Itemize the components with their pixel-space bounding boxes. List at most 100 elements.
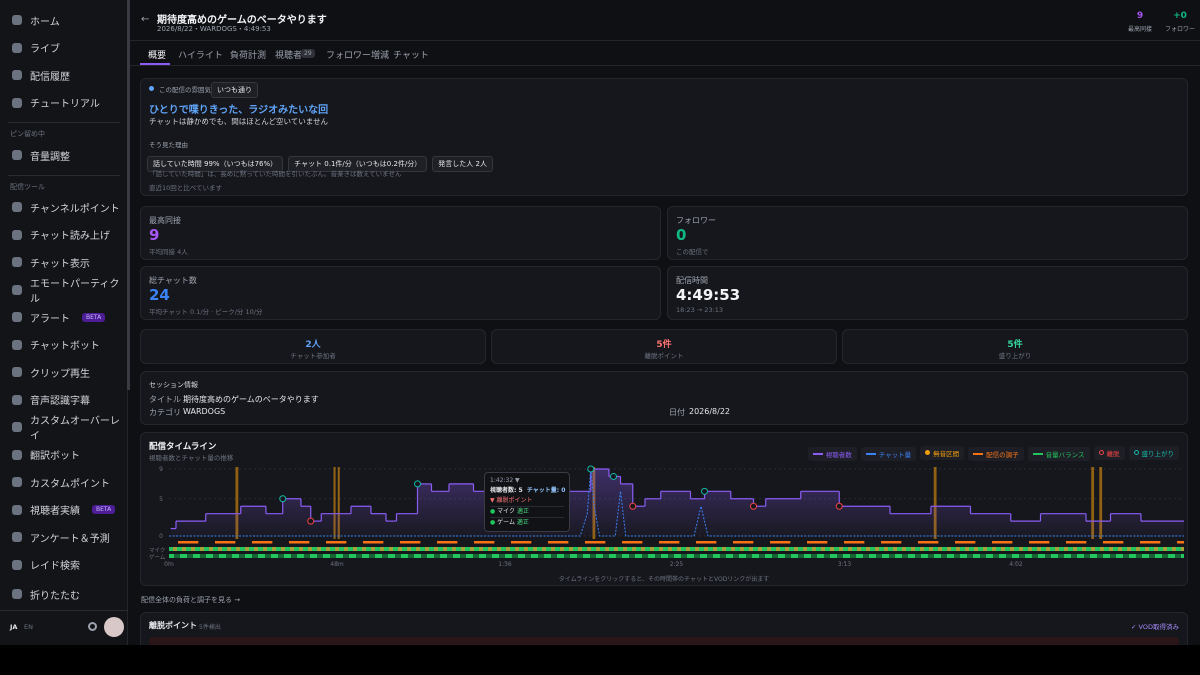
load-link[interactable]: 配信全体の負荷と調子を見る → (141, 596, 241, 604)
silence-band (1099, 467, 1103, 539)
nav-item[interactable]: アンケート＆予測 (12, 529, 110, 545)
stat-label: 最高同接 (149, 216, 181, 225)
summary-value: 2人 (305, 340, 321, 350)
session-card: セッション情報 タイトル 期待度高めのゲームのベータやります カテゴリ WARD… (140, 371, 1188, 425)
nav-item[interactable]: クリップ再生 (12, 364, 90, 380)
reason-chip: 発言した人 2人 (432, 156, 493, 172)
nav-item[interactable]: カスタムオーバーレイ (12, 416, 127, 442)
legend-label: 音量バランス (1045, 451, 1085, 459)
app: ホーム ライブ 配信履歴 チュートリアル ピン留め中 音量調整 配信ツール チャンネルポイント… (0, 0, 1200, 645)
tab[interactable]: 視聴者 (275, 51, 303, 61)
divider (0, 610, 128, 611)
nav-label: 配信履歴 (30, 71, 70, 83)
summary-value: 5件 (1007, 340, 1023, 350)
chart-subtitle: 視聴者数とチャット量の推移 (149, 454, 234, 462)
nav-item[interactable]: 配信履歴 (12, 67, 70, 83)
stat-value: 0 (676, 226, 687, 244)
nav-item[interactable]: 音量調整 (12, 147, 70, 163)
legend-item: 視聴者数 (807, 447, 857, 461)
header-stat-value: +0 (1173, 11, 1187, 21)
mood-note: 「話していた時間」は、長めに黙っていた時間を引いたぶん。音楽きは数えていません (149, 170, 402, 178)
nav-item[interactable]: チャット読み上げ (12, 227, 110, 243)
nav-label: ホーム (30, 16, 60, 28)
nav-item[interactable]: チャンネルポイント (12, 199, 120, 215)
nav-item[interactable]: チャットボット (12, 337, 100, 353)
legend-label: 視聴者数 (825, 451, 852, 459)
nav-item[interactable]: エモートパーティクル (12, 279, 127, 305)
summary-label: チャット参加者 (290, 352, 336, 360)
nav-item[interactable]: チャット表示 (12, 254, 90, 270)
summary-card: 5件 盛り上がり (842, 329, 1188, 364)
nav-item[interactable]: カスタムポイント (12, 474, 110, 490)
drops-card: 離脱ポイント 5件検出 ✓ VOD取得済み (140, 612, 1188, 645)
tab[interactable]: 概要 (148, 51, 167, 61)
nav-label: 音量調整 (30, 151, 70, 163)
peak-point (701, 487, 708, 495)
legend-item: 盛り上がり (1128, 445, 1179, 460)
tab[interactable]: チャット (393, 51, 429, 61)
divider (8, 122, 120, 123)
nav-label: レイド検索 (30, 561, 80, 572)
nav-item[interactable]: レイド検索 (12, 557, 80, 573)
legend-item: 配信の調子 (968, 447, 1024, 461)
nav-label: 折りたたむ (30, 590, 80, 602)
nav-item[interactable]: ライブ (12, 40, 60, 56)
session-value: 期待度高めのゲームのベータやります (183, 395, 319, 404)
stat-sub: 平均チャット 0.1/分 · ピーク/分 10/分 (149, 308, 263, 316)
mood-badge: いつも通り (211, 82, 258, 98)
tab[interactable]: ハイライト (178, 51, 223, 61)
drops-title: 離脱ポイント (149, 621, 197, 630)
tooltip-chat: チャット量: 0 (526, 487, 566, 494)
sidebar: ホーム ライブ 配信履歴 チュートリアル ピン留め中 音量調整 配信ツール チャンネルポイント… (0, 0, 128, 645)
drop-row (149, 637, 1179, 645)
icon (12, 70, 22, 80)
icon (12, 312, 22, 322)
vod-status: ✓ VOD取得済み (1131, 623, 1179, 631)
nav-item[interactable]: チュートリアル (12, 95, 100, 111)
nav-item[interactable]: 音声認識字幕 (12, 392, 90, 408)
nav-label: 翻訳ボット (30, 451, 80, 462)
back-arrow[interactable]: ← (141, 14, 150, 25)
icon (12, 532, 22, 542)
divider (130, 40, 1200, 41)
tooltip-time: 1:42:32 ▼ (490, 477, 520, 484)
divider (8, 175, 120, 176)
silence-band (235, 467, 239, 539)
nav-item[interactable]: アラート BETA (12, 309, 106, 325)
icon (12, 257, 22, 267)
stat-value: 4:49:53 (676, 286, 741, 304)
summary-label: 離脱ポイント (644, 352, 684, 360)
drop-point (307, 517, 315, 525)
reason-chip: 話していた時間 99%（いつもは76%） (147, 156, 284, 172)
nav-item[interactable]: ホーム (12, 12, 60, 28)
settings (88, 622, 97, 631)
nav-item[interactable]: 視聴者実績 BETA (12, 502, 116, 518)
peak-point (587, 465, 595, 473)
tab[interactable]: 負荷計測 (230, 51, 267, 61)
header-stat-label: 最高同接 (1127, 26, 1152, 33)
lang: EN (24, 623, 33, 631)
nav-label: アラート (30, 313, 70, 325)
nav-label: チュートリアル (30, 99, 100, 110)
strip-label: ゲーム (149, 553, 166, 561)
silence-band (1091, 467, 1095, 539)
mood-headline: ひとりで喋りきった、ラジオみたいな回 (149, 105, 329, 116)
icon (12, 284, 22, 295)
legend-label: チャット量 (878, 451, 912, 459)
silence-band (333, 467, 336, 539)
drop-point (750, 502, 757, 510)
icon (12, 150, 22, 160)
tab[interactable]: フォロワー増減 (326, 51, 390, 61)
header-stat-value: 9 (1136, 11, 1144, 21)
x-tick-label: 3:13 (838, 561, 852, 568)
session-key: カテゴリ (149, 408, 181, 417)
session-key: 日付 (669, 408, 685, 417)
nav-item[interactable]: 翻訳ボット (12, 447, 80, 463)
header-stat-label: フォロワー (1164, 26, 1195, 33)
nav-label: チャットボット (30, 341, 100, 352)
drops-count: 5件検出 (199, 624, 221, 631)
stat-label: 配信時間 (676, 276, 708, 285)
icon (12, 42, 22, 53)
nav-item[interactable]: 折りたたむ (12, 586, 80, 602)
